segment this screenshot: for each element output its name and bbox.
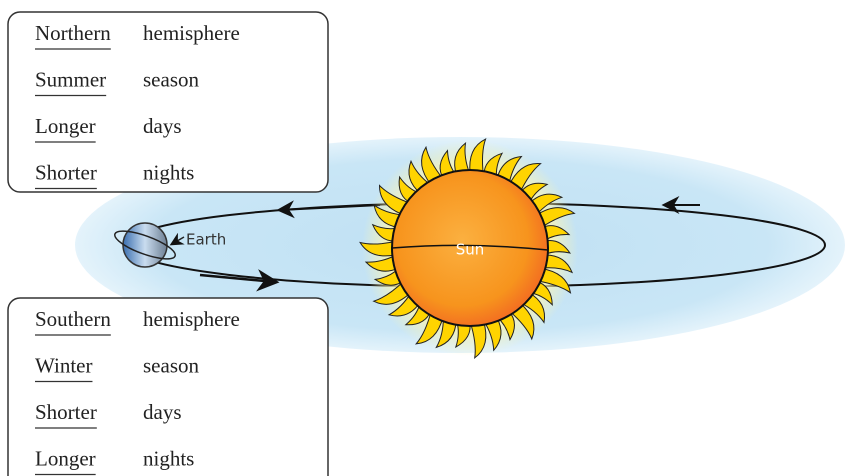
earth xyxy=(123,223,167,267)
row-term: Shorter xyxy=(35,400,97,424)
row-value: hemisphere xyxy=(143,307,240,331)
row-value: days xyxy=(143,114,182,138)
row-value: nights xyxy=(143,160,194,184)
row-term: Northern xyxy=(35,21,111,45)
row-value: nights xyxy=(143,446,194,470)
earth-label: Earth xyxy=(186,231,226,249)
sun-label: Sun xyxy=(456,241,485,259)
row-term: Summer xyxy=(35,67,106,91)
row-value: season xyxy=(143,67,199,91)
row-value: season xyxy=(143,353,199,377)
row-term: Winter xyxy=(35,353,92,377)
row-term: Shorter xyxy=(35,160,97,184)
diagram: Sun Earth Northern hemisphere Summer season… xyxy=(0,0,849,476)
row-term: Southern xyxy=(35,307,111,331)
row-term: Longer xyxy=(35,114,96,138)
row-value: hemisphere xyxy=(143,21,240,45)
row-value: days xyxy=(143,400,182,424)
row-term: Longer xyxy=(35,446,96,470)
